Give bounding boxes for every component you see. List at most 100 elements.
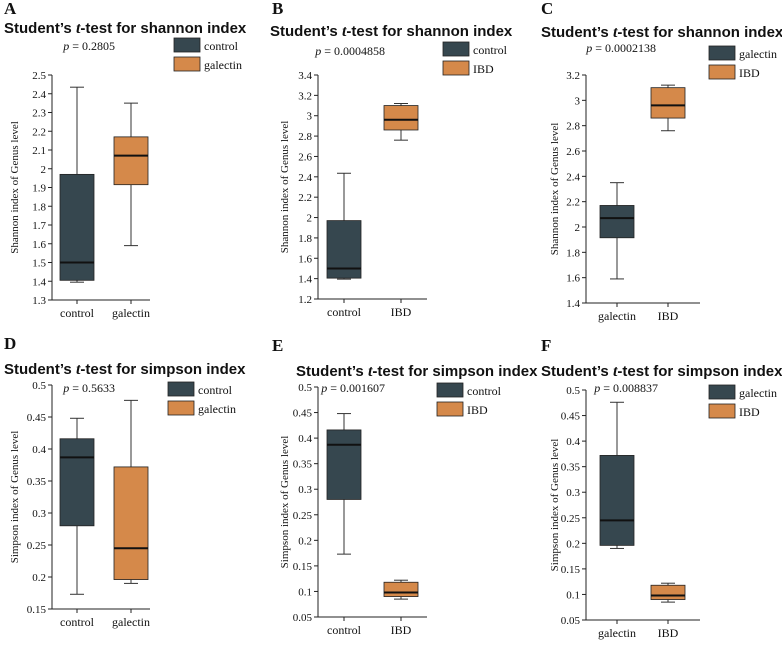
box-iqr bbox=[383, 105, 419, 131]
p-equals: = bbox=[69, 39, 82, 53]
legend-swatch-galectin bbox=[708, 45, 736, 61]
box-galectin bbox=[599, 182, 635, 280]
y-tick-label: 2.4 bbox=[298, 172, 312, 184]
legend-swatch-ibd bbox=[442, 60, 470, 76]
x-category-label: control bbox=[327, 623, 362, 637]
y-axis-label: Simpson index of Genus level bbox=[279, 436, 291, 569]
p-symbol: p bbox=[593, 381, 600, 395]
title-suffix: -test for simpson index bbox=[617, 363, 782, 380]
y-tick-label: 3 bbox=[575, 95, 581, 107]
p-value-label: p = 0.2805 bbox=[62, 39, 115, 53]
p-equals: = bbox=[69, 381, 82, 395]
x-category-label: IBD bbox=[658, 626, 679, 640]
box-iqr bbox=[326, 220, 362, 279]
x-category-label: galectin bbox=[112, 306, 150, 320]
panel-letter: D bbox=[4, 334, 16, 353]
y-tick-label: 0.5 bbox=[298, 382, 312, 394]
legend-label-ibd: IBD bbox=[739, 405, 760, 419]
y-tick-label: 0.35 bbox=[27, 476, 47, 488]
p-value: 0.2805 bbox=[82, 39, 115, 53]
box-control bbox=[59, 86, 95, 283]
title-t: t bbox=[613, 24, 618, 41]
y-tick-label: 2.6 bbox=[298, 151, 312, 163]
y-tick-label: 0.25 bbox=[27, 540, 47, 552]
y-tick-label: 0.3 bbox=[32, 508, 46, 520]
legend-swatch-control bbox=[436, 382, 464, 398]
y-tick-label: 0.25 bbox=[561, 513, 581, 525]
panel-letter: B bbox=[272, 0, 283, 18]
panel-title: Student’s t-test for simpson index bbox=[4, 361, 246, 378]
panel-title: Student’s t-test for shannon index bbox=[541, 24, 782, 41]
y-tick-label: 1.6 bbox=[566, 273, 580, 285]
legend-label-control: control bbox=[204, 39, 239, 53]
y-tick-label: 0.35 bbox=[561, 462, 581, 474]
title-prefix: Student’s bbox=[4, 361, 76, 378]
box-control bbox=[326, 172, 362, 280]
box-galectin bbox=[599, 401, 635, 549]
p-symbol: p bbox=[320, 381, 327, 395]
box-iqr bbox=[113, 136, 149, 186]
box-iqr bbox=[383, 581, 419, 597]
x-category-label: galectin bbox=[598, 309, 636, 323]
box-iqr bbox=[113, 466, 149, 580]
y-tick-label: 1.4 bbox=[32, 276, 46, 288]
legend-swatch-ibd bbox=[436, 401, 464, 417]
p-value: 0.008837 bbox=[613, 381, 658, 395]
y-tick-label: 0.45 bbox=[561, 411, 581, 423]
p-symbol: p bbox=[585, 41, 592, 55]
y-tick-label: 0.3 bbox=[566, 487, 580, 499]
y-tick-label: 0.4 bbox=[566, 436, 580, 448]
y-tick-label: 0.2 bbox=[298, 535, 312, 547]
p-equals: = bbox=[600, 381, 613, 395]
y-tick-label: 2.4 bbox=[566, 171, 580, 183]
p-value-label: p = 0.5633 bbox=[62, 381, 115, 395]
legend-swatch-control bbox=[173, 37, 201, 53]
y-tick-label: 0.5 bbox=[32, 380, 46, 392]
legend-label-galectin: galectin bbox=[739, 386, 777, 400]
box-iqr bbox=[650, 87, 686, 119]
p-symbol: p bbox=[62, 39, 69, 53]
box-galectin bbox=[113, 102, 149, 247]
legend-swatch-control bbox=[167, 381, 195, 397]
p-equals: = bbox=[592, 41, 605, 55]
y-tick-label: 2.1 bbox=[32, 145, 46, 157]
legend-swatch-galectin bbox=[167, 400, 195, 416]
title-suffix: -test for shannon index bbox=[346, 23, 513, 40]
box-iqr bbox=[59, 438, 95, 527]
y-tick-label: 3.2 bbox=[566, 70, 580, 82]
y-tick-label: 2.4 bbox=[32, 89, 46, 101]
y-tick-label: 1.5 bbox=[32, 258, 46, 270]
y-tick-label: 1.9 bbox=[32, 183, 46, 195]
panel-letter: C bbox=[541, 0, 553, 18]
x-category-label: galectin bbox=[598, 626, 636, 640]
box-control bbox=[326, 413, 362, 555]
y-tick-label: 0.2 bbox=[566, 538, 580, 550]
y-axis-label: Shannon index of Genus level bbox=[549, 123, 561, 256]
y-tick-label: 2.8 bbox=[566, 121, 580, 133]
legend-label-ibd: IBD bbox=[467, 403, 488, 417]
p-value-label: p = 0.001607 bbox=[320, 381, 385, 395]
y-tick-label: 0.4 bbox=[298, 433, 312, 445]
y-tick-label: 0.15 bbox=[27, 604, 47, 616]
legend-label-ibd: IBD bbox=[473, 62, 494, 76]
y-tick-label: 1.6 bbox=[298, 253, 312, 265]
legend-swatch-control bbox=[442, 41, 470, 57]
y-tick-label: 3 bbox=[307, 111, 313, 123]
title-suffix: -test for simpson index bbox=[372, 363, 538, 380]
title-t: t bbox=[76, 20, 81, 37]
title-t: t bbox=[368, 363, 373, 380]
y-tick-label: 2.8 bbox=[298, 131, 312, 143]
y-tick-label: 1.3 bbox=[32, 295, 46, 307]
legend-label-ibd: IBD bbox=[739, 66, 760, 80]
title-prefix: Student’s bbox=[541, 24, 613, 41]
y-tick-label: 0.15 bbox=[561, 564, 581, 576]
y-tick-label: 0.25 bbox=[293, 510, 313, 522]
y-tick-label: 0.35 bbox=[293, 459, 313, 471]
x-category-label: control bbox=[60, 615, 95, 629]
y-tick-label: 3.4 bbox=[298, 70, 312, 82]
box-iqr bbox=[599, 455, 635, 546]
y-tick-label: 2.3 bbox=[32, 108, 46, 120]
